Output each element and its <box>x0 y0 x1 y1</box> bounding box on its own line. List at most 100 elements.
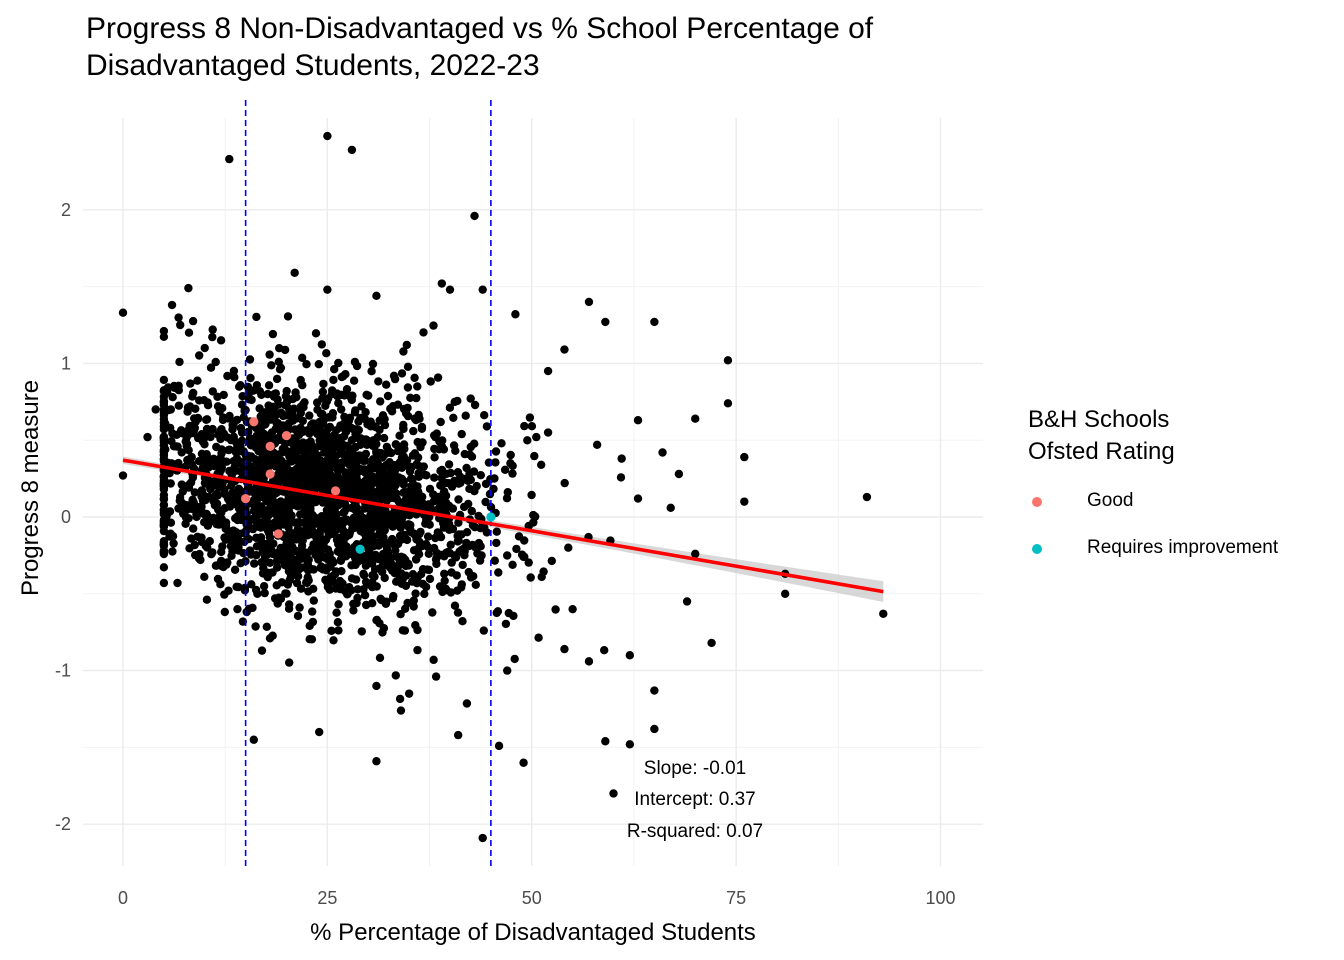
data-point <box>481 479 491 489</box>
data-point <box>439 488 448 498</box>
data-point <box>423 542 433 552</box>
data-point <box>388 566 397 575</box>
data-point <box>415 530 424 539</box>
data-point <box>324 394 333 403</box>
data-point <box>333 618 343 627</box>
data-point <box>159 490 169 500</box>
data-point <box>467 506 476 516</box>
data-point <box>298 536 307 545</box>
data-point <box>616 473 626 482</box>
data-point <box>216 336 226 345</box>
data-point <box>633 494 643 503</box>
data-point <box>399 347 408 356</box>
data-point <box>334 398 343 408</box>
data-point <box>519 758 528 767</box>
data-point <box>232 444 241 453</box>
data-point <box>275 344 284 353</box>
data-point <box>363 481 373 490</box>
data-point <box>457 429 466 439</box>
data-point <box>479 626 488 635</box>
data-point <box>380 414 389 424</box>
data-point <box>419 328 428 337</box>
data-point <box>203 543 212 552</box>
data-point <box>432 549 442 558</box>
data-point <box>274 593 284 602</box>
data-point <box>534 633 543 642</box>
data-point <box>282 562 292 571</box>
data-point <box>166 518 176 527</box>
data-point <box>416 570 426 579</box>
data-point <box>423 532 433 541</box>
data-point <box>302 521 311 530</box>
data-point <box>159 326 169 336</box>
data-point <box>233 514 243 524</box>
data-point <box>509 611 518 621</box>
legend-good-dot <box>1032 497 1042 507</box>
data-point <box>352 468 362 477</box>
data-point <box>424 565 434 575</box>
data-point <box>402 461 412 470</box>
data-point <box>174 313 183 322</box>
data-point <box>862 492 872 502</box>
data-point <box>224 445 233 455</box>
data-point <box>175 357 184 367</box>
data-point <box>211 479 220 488</box>
data-point <box>167 300 177 310</box>
data-point <box>353 585 362 594</box>
data-point <box>333 466 343 475</box>
data-point <box>337 372 346 382</box>
data-point <box>212 561 221 570</box>
data-point <box>526 573 535 582</box>
data-point <box>476 471 485 480</box>
highlight-point <box>241 493 251 504</box>
data-point <box>143 432 152 442</box>
data-point <box>214 430 223 439</box>
data-point <box>560 345 569 354</box>
data-point <box>328 571 338 580</box>
data-point <box>568 604 577 614</box>
data-point <box>348 459 357 469</box>
data-point <box>381 506 390 515</box>
data-point <box>190 425 199 434</box>
data-point <box>451 446 460 455</box>
data-point <box>450 601 460 610</box>
data-point <box>508 560 517 569</box>
data-point <box>395 694 405 704</box>
data-point <box>247 580 256 589</box>
data-point <box>477 551 486 560</box>
data-point <box>260 449 269 458</box>
data-point <box>189 524 198 533</box>
data-point <box>166 479 175 488</box>
data-point <box>395 556 404 565</box>
legend: B&H Schools Ofsted Rating Good Requires … <box>1028 404 1278 558</box>
data-point <box>492 538 501 548</box>
data-point <box>298 446 307 456</box>
data-point <box>198 496 208 505</box>
data-point <box>453 730 463 740</box>
data-point <box>257 646 267 655</box>
data-point <box>307 544 317 554</box>
annotation-text: Intercept: 0.37 <box>634 789 755 810</box>
data-point <box>298 353 307 362</box>
data-point <box>480 411 489 420</box>
data-point <box>159 547 169 556</box>
data-point <box>478 833 487 843</box>
data-point <box>159 441 169 450</box>
data-point <box>290 268 299 277</box>
data-point <box>297 547 307 556</box>
data-point <box>315 727 324 737</box>
data-point <box>294 430 304 440</box>
data-point <box>372 291 381 301</box>
data-point <box>361 468 370 477</box>
data-point <box>166 529 175 538</box>
data-point <box>377 479 386 488</box>
data-point <box>494 741 504 751</box>
y-tick-label: -2 <box>55 814 71 834</box>
data-point <box>159 539 169 549</box>
data-point <box>317 516 327 525</box>
data-point <box>298 381 307 390</box>
data-point <box>458 560 467 570</box>
data-point <box>367 439 377 449</box>
data-point <box>390 516 399 526</box>
